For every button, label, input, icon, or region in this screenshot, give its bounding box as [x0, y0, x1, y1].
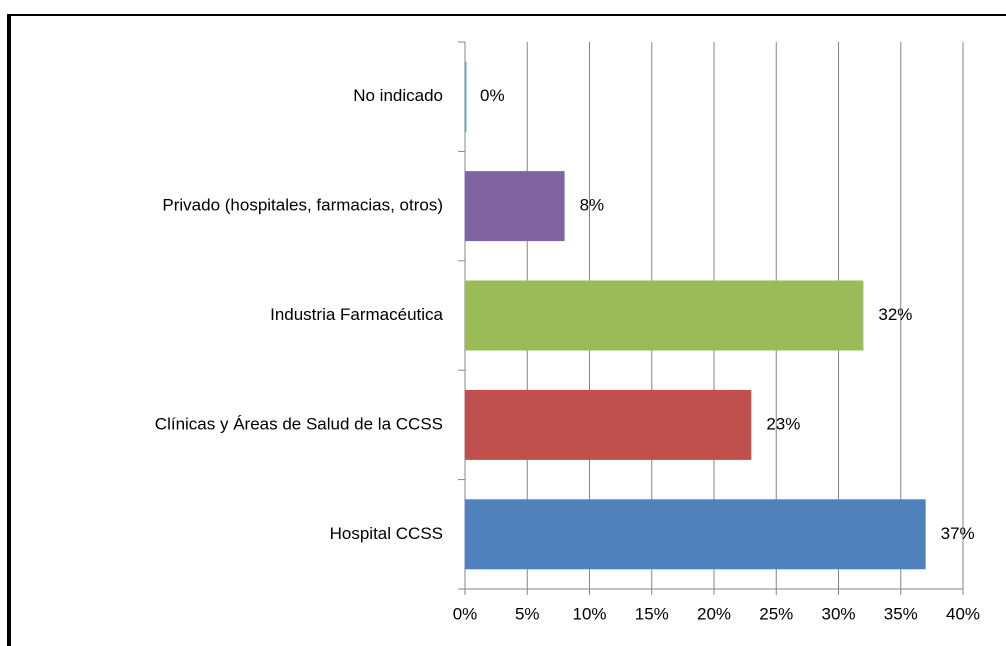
x-tick-label: 15% [635, 604, 669, 623]
y-tick-label: Clínicas y Áreas de Salud de la CCSS [155, 414, 443, 433]
y-tick-label: Industria Farmacéutica [270, 305, 443, 324]
x-tick-label: 5% [515, 604, 540, 623]
y-tick-label: No indicado [353, 86, 443, 105]
x-tick-label: 40% [946, 604, 980, 623]
y-tick-label: Privado (hospitales, farmacias, otros) [162, 196, 443, 215]
bar [465, 61, 467, 132]
value-label: 8% [580, 196, 605, 215]
bar [465, 499, 926, 570]
x-tick-label: 10% [572, 604, 606, 623]
x-tick-label: 35% [884, 604, 918, 623]
x-tick-label: 30% [821, 604, 855, 623]
bar [465, 171, 565, 242]
x-tick-label: 0% [453, 604, 478, 623]
value-label: 37% [941, 524, 975, 543]
x-tick-label: 25% [759, 604, 793, 623]
bar [465, 280, 864, 351]
value-label: 32% [878, 305, 912, 324]
value-label: 23% [766, 414, 800, 433]
bar [465, 389, 752, 460]
y-tick-label: Hospital CCSS [330, 524, 443, 543]
x-tick-label: 20% [697, 604, 731, 623]
value-label: 0% [480, 86, 505, 105]
